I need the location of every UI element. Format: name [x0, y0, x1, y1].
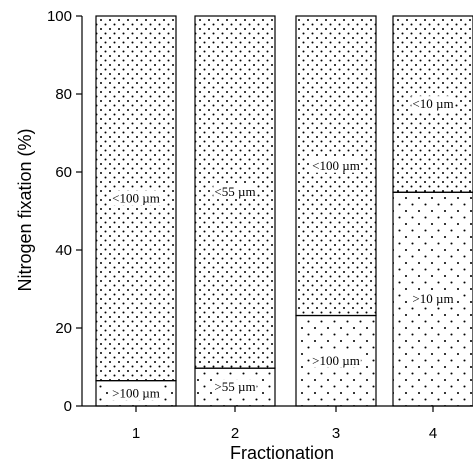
x-axis-title: Fractionation	[230, 443, 334, 463]
bar-label-lower-background	[111, 385, 161, 401]
bar-label-lower: >100 µm	[112, 385, 160, 400]
bar-label-lower-background	[411, 291, 455, 307]
x-tick-label: 2	[231, 425, 239, 442]
bar-label-upper-background	[311, 157, 361, 173]
bar-label-upper-background	[213, 184, 257, 200]
bar-label-lower: >100 µm	[312, 353, 360, 368]
x-tick-label: 3	[332, 425, 340, 442]
bar-label-upper-background	[111, 190, 161, 206]
y-tick-label: 60	[55, 164, 72, 181]
x-tick-label: 1	[132, 425, 140, 442]
y-tick-label: 20	[55, 320, 72, 337]
axis-layer: Nitrogen fixation (%) Fractionation 0 20 4…	[15, 8, 473, 463]
bar-label-upper: <10 µm	[412, 96, 453, 111]
bar-label-upper: <55 µm	[214, 184, 255, 199]
bar-label-lower-background	[213, 379, 257, 395]
bar-label-upper: <100 µm	[312, 158, 360, 173]
bar-label-lower: >55 µm	[214, 379, 255, 394]
bars-layer: <100 µm >100 µm <55 µm >55 µm <100 µm >100 µm…	[95, 15, 473, 407]
y-tick-label: 100	[47, 8, 72, 25]
bar-label-lower-background	[311, 352, 361, 368]
y-tick-label: 80	[55, 86, 72, 103]
y-tick-label: 0	[64, 398, 72, 415]
bar-label-lower: >10 µm	[412, 291, 453, 306]
bar-label-upper-background	[411, 96, 455, 112]
y-tick-label: 40	[55, 242, 72, 259]
x-tick-label: 4	[429, 425, 437, 442]
y-axis-title: Nitrogen fixation (%)	[15, 128, 35, 291]
bar-label-upper: <100 µm	[112, 190, 160, 205]
